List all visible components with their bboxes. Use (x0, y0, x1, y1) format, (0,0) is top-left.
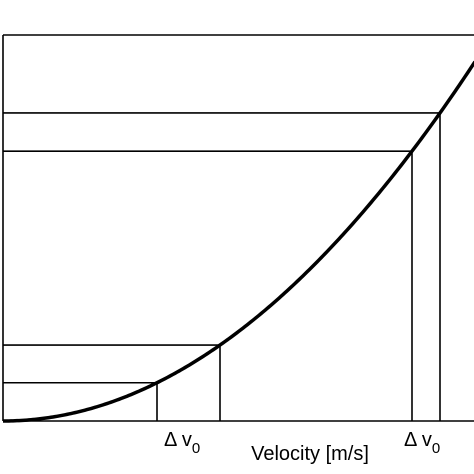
delta-label: Δ v0 (164, 429, 200, 457)
delta-text: Δ v (164, 429, 192, 451)
delta-subscript: 0 (432, 440, 440, 457)
guides (3, 112, 441, 421)
delta-subscript: 0 (192, 440, 200, 457)
delta-text: Δ v (404, 429, 432, 451)
delta-label: Δ v0 (404, 429, 440, 457)
curve (2, 60, 474, 423)
x-axis-label: Velocity [m/s] (251, 443, 369, 465)
